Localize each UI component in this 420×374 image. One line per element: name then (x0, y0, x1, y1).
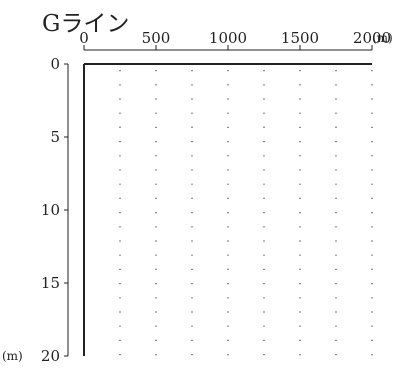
x-tick-label-1500: 1500 (281, 29, 319, 47)
x-tick-label-0: 0 (79, 29, 89, 47)
x-axis: 0 500 1000 1500 2000 (79, 29, 391, 51)
y-tick-label-10: 10 (41, 201, 60, 219)
y-tick-label-15: 15 (41, 274, 60, 292)
chart-title: Gライン (42, 11, 129, 37)
y-tick-label-0: 0 (50, 55, 60, 73)
x-tick-label-2000: 2000 (353, 29, 391, 47)
x-axis-unit-label: (m) (372, 31, 393, 45)
x-tick-label-1000: 1000 (209, 29, 247, 47)
x-tick-label-500: 500 (142, 29, 171, 47)
grid-lines (119, 70, 373, 356)
y-tick-label-20: 20 (41, 347, 60, 365)
y-axis: 0 5 10 15 20 (41, 55, 69, 365)
y-axis-unit-label: (m) (2, 349, 23, 363)
data-marks (83, 63, 372, 356)
y-tick-label-5: 5 (50, 128, 60, 146)
